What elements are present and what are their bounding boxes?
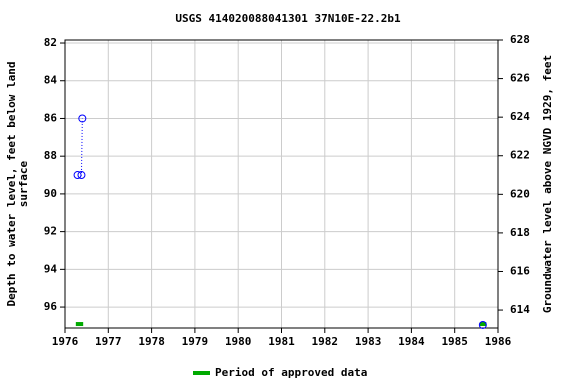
y2-tick-label: 626 bbox=[510, 72, 530, 85]
y-axis-label: surface bbox=[17, 160, 30, 207]
x-tick-label: 1983 bbox=[355, 335, 382, 348]
x-tick-label: 1976 bbox=[52, 335, 79, 348]
x-tick-label: 1985 bbox=[441, 335, 468, 348]
y2-tick-label: 614 bbox=[510, 303, 530, 316]
x-tick-label: 1981 bbox=[268, 335, 295, 348]
x-tick-label: 1986 bbox=[485, 335, 512, 348]
data-point bbox=[78, 114, 87, 123]
y-tick-label: 96 bbox=[44, 300, 58, 313]
chart-title: USGS 414020088041301 37N10E-22.2b1 bbox=[175, 12, 401, 25]
y2-tick-label: 620 bbox=[510, 187, 530, 200]
y-axis-label: Depth to water level, feet below land bbox=[5, 61, 18, 306]
y2-axis-label: Groundwater level above NGVD 1929, feet bbox=[541, 55, 554, 313]
plot-border bbox=[64, 39, 499, 329]
data-point bbox=[73, 171, 82, 180]
y2-tick-label: 616 bbox=[510, 264, 530, 277]
data-point bbox=[77, 171, 86, 180]
x-tick-label: 1982 bbox=[312, 335, 339, 348]
y-tick-label: 88 bbox=[44, 149, 57, 162]
y-tick-label: 94 bbox=[44, 262, 58, 275]
y-tick-label: 90 bbox=[44, 187, 57, 200]
y2-tick-label: 618 bbox=[510, 226, 530, 239]
x-tick-label: 1984 bbox=[398, 335, 425, 348]
series-line bbox=[77, 118, 83, 176]
y2-tick-label: 624 bbox=[510, 110, 530, 123]
x-tick-label: 1979 bbox=[182, 335, 209, 348]
data-point bbox=[478, 320, 487, 329]
x-tick-label: 1980 bbox=[225, 335, 252, 348]
legend-label: Period of approved data bbox=[215, 366, 367, 379]
approved-period bbox=[75, 322, 84, 327]
approved-period bbox=[479, 322, 487, 327]
y2-tick-label: 628 bbox=[510, 33, 530, 46]
x-tick-label: 1978 bbox=[138, 335, 165, 348]
y2-tick-label: 622 bbox=[510, 149, 530, 162]
y-tick-label: 92 bbox=[44, 225, 57, 238]
x-tick-label: 1977 bbox=[95, 335, 122, 348]
y-tick-label: 84 bbox=[44, 74, 58, 87]
y-tick-label: 86 bbox=[44, 111, 58, 124]
y-tick-label: 82 bbox=[44, 36, 57, 49]
